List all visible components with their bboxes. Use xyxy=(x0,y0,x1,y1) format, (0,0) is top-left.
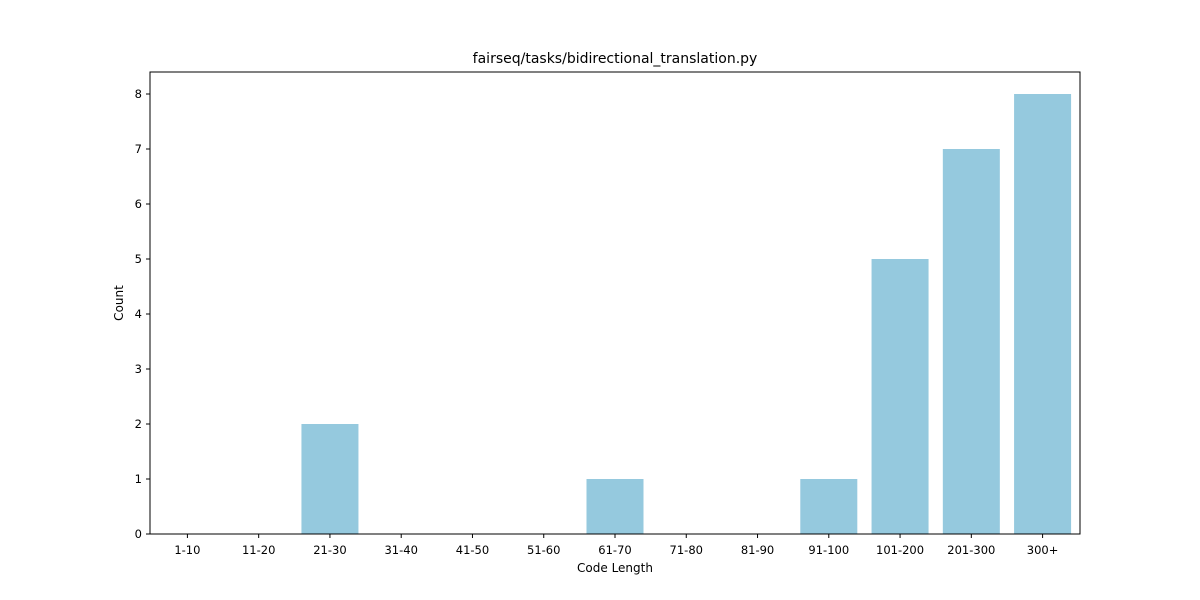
bars-group xyxy=(301,94,1072,534)
x-tick-label: 61-70 xyxy=(598,543,631,557)
x-tick-label: 51-60 xyxy=(527,543,560,557)
y-tick-label: 1 xyxy=(135,472,142,486)
y-axis-label: Count xyxy=(112,285,126,321)
x-tick-label: 81-90 xyxy=(741,543,774,557)
y-tick-label: 0 xyxy=(135,527,142,541)
x-tick-label: 11-20 xyxy=(242,543,275,557)
x-tick-label: 201-300 xyxy=(947,543,995,557)
y-tick-label: 7 xyxy=(135,142,142,156)
x-tick-label: 300+ xyxy=(1027,543,1059,557)
x-tick-label: 101-200 xyxy=(876,543,924,557)
y-tick-label: 3 xyxy=(135,362,142,376)
y-axis: 0 1 2 3 4 5 6 7 8 xyxy=(135,87,150,541)
y-tick-label: 6 xyxy=(135,197,142,211)
plot-frame xyxy=(149,71,1081,535)
y-tick-label: 2 xyxy=(135,417,142,431)
bar-201-300 xyxy=(942,149,1000,534)
x-tick-label: 71-80 xyxy=(670,543,703,557)
y-tick-label: 4 xyxy=(135,307,142,321)
x-tick-label: 31-40 xyxy=(384,543,417,557)
bar-300+ xyxy=(1014,94,1072,534)
x-tick-label: 41-50 xyxy=(456,543,489,557)
bar-21-30 xyxy=(301,424,359,534)
x-tick-label: 21-30 xyxy=(313,543,346,557)
chart-title: fairseq/tasks/bidirectional_translation.… xyxy=(473,51,758,67)
x-axis: 1-10 11-20 21-30 31-40 41-50 51-60 61-70 71-80 8… xyxy=(174,534,1058,557)
bar-101-200 xyxy=(871,259,929,534)
x-tick-label: 91-100 xyxy=(808,543,849,557)
x-axis-label: Code Length xyxy=(577,561,653,575)
y-tick-label: 5 xyxy=(135,252,142,266)
bar-91-100 xyxy=(800,479,858,534)
x-tick-label: 1-10 xyxy=(174,543,200,557)
bar-61-70 xyxy=(586,479,644,534)
y-tick-label: 8 xyxy=(135,87,142,101)
